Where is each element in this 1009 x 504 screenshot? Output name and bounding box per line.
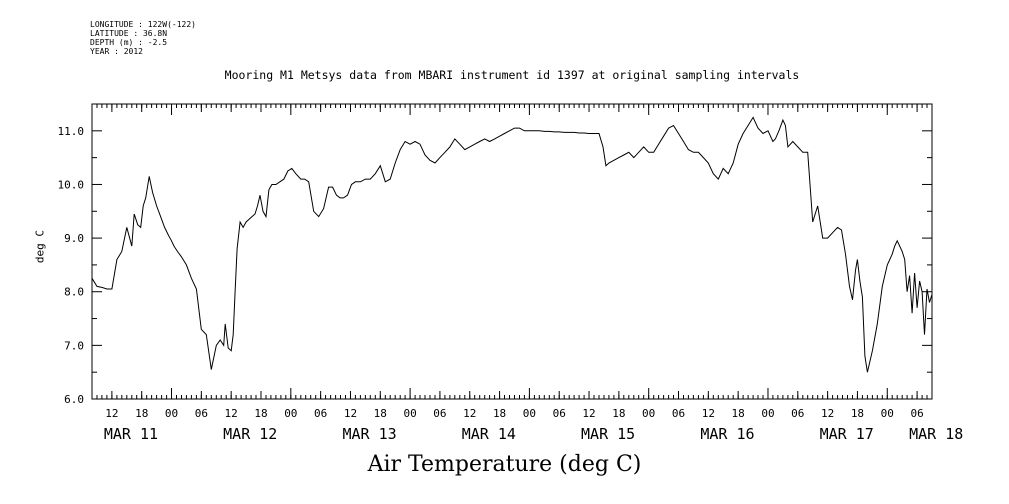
year-label: YEAR : 2012 xyxy=(90,47,143,56)
x-hour-tick-label: 12 xyxy=(225,407,238,420)
x-date-label: MAR 15 xyxy=(581,425,635,443)
latitude-label: LATITUDE : 36.8N xyxy=(90,29,168,38)
x-hour-tick-label: 06 xyxy=(553,407,566,420)
x-hour-tick-label: 18 xyxy=(254,407,267,420)
hour-minor-tick-marks xyxy=(91,104,933,399)
x-hour-tick-label: 00 xyxy=(284,407,297,420)
y-tick-label: 6.0 xyxy=(64,393,84,406)
x-hour-tick-label: 06 xyxy=(433,407,446,420)
series-group xyxy=(91,116,933,373)
x-hour-tick-label: 12 xyxy=(582,407,595,420)
x-hour-tick-label: 18 xyxy=(135,407,148,420)
air-temperature-line xyxy=(91,116,933,373)
x-hour-tick-label: 18 xyxy=(612,407,625,420)
x-hour-tick-label: 18 xyxy=(493,407,506,420)
x-hour-tick-label: 18 xyxy=(851,407,864,420)
x-hour-tick-label: 00 xyxy=(881,407,894,420)
x-date-label: MAR 13 xyxy=(342,425,396,443)
y-tick-label: 7.0 xyxy=(64,339,84,352)
x-hour-tick-label: 06 xyxy=(791,407,804,420)
x-hour-tick-label: 00 xyxy=(761,407,774,420)
y-tick-label: 10.0 xyxy=(58,178,85,191)
longitude-label: LONGITUDE : 122W(-122) xyxy=(90,20,196,29)
x-hour-tick-label: 18 xyxy=(732,407,745,420)
x-hour-tick-label: 12 xyxy=(702,407,715,420)
x-hour-tick-label: 06 xyxy=(314,407,327,420)
x-date-label: MAR 14 xyxy=(462,425,516,443)
x-hour-tick-label: 12 xyxy=(105,407,118,420)
x-date-label: MAR 18 xyxy=(909,425,963,443)
x-hour-tick-label: 12 xyxy=(344,407,357,420)
y-tick-label: 9.0 xyxy=(64,232,84,245)
x-date-label: MAR 12 xyxy=(223,425,277,443)
y-tick-label: 8.0 xyxy=(64,286,84,299)
x-hour-tick-label: 06 xyxy=(910,407,923,420)
chart-title: Mooring M1 Metsys data from MBARI instru… xyxy=(224,68,800,82)
x-date-label: MAR 11 xyxy=(104,425,158,443)
x-hour-tick-label: 18 xyxy=(374,407,387,420)
x-date-label: MAR 16 xyxy=(700,425,754,443)
metadata-block: LONGITUDE : 122W(-122) LATITUDE : 36.8N … xyxy=(90,20,196,56)
x-hour-tick-label: 06 xyxy=(195,407,208,420)
x-hour-tick-label: 00 xyxy=(642,407,655,420)
y-axis: 6.0 7.0 8.0 9.0 10.0 11.0 xyxy=(58,103,932,406)
x-hour-tick-label: 00 xyxy=(165,407,178,420)
minor-ticks xyxy=(91,104,933,399)
x-hour-tick-label: 12 xyxy=(821,407,834,420)
depth-label: DEPTH (m) : -2.5 xyxy=(90,38,168,47)
y-tick-label: 11.0 xyxy=(58,125,85,138)
x-hour-tick-label: 00 xyxy=(523,407,536,420)
plot-frame xyxy=(91,103,933,400)
chart-subtitle: Air Temperature (deg C) xyxy=(367,452,642,477)
x-hour-tick-label: 12 xyxy=(463,407,476,420)
x-hour-tick-label: 00 xyxy=(403,407,416,420)
x-date-label: MAR 17 xyxy=(820,425,874,443)
x-axis: 12 18 00 06 12 18 00 06 12 18 00 06 12 18 00 06 12 18 00 06… xyxy=(104,104,963,443)
x-hour-tick-label: 06 xyxy=(672,407,685,420)
